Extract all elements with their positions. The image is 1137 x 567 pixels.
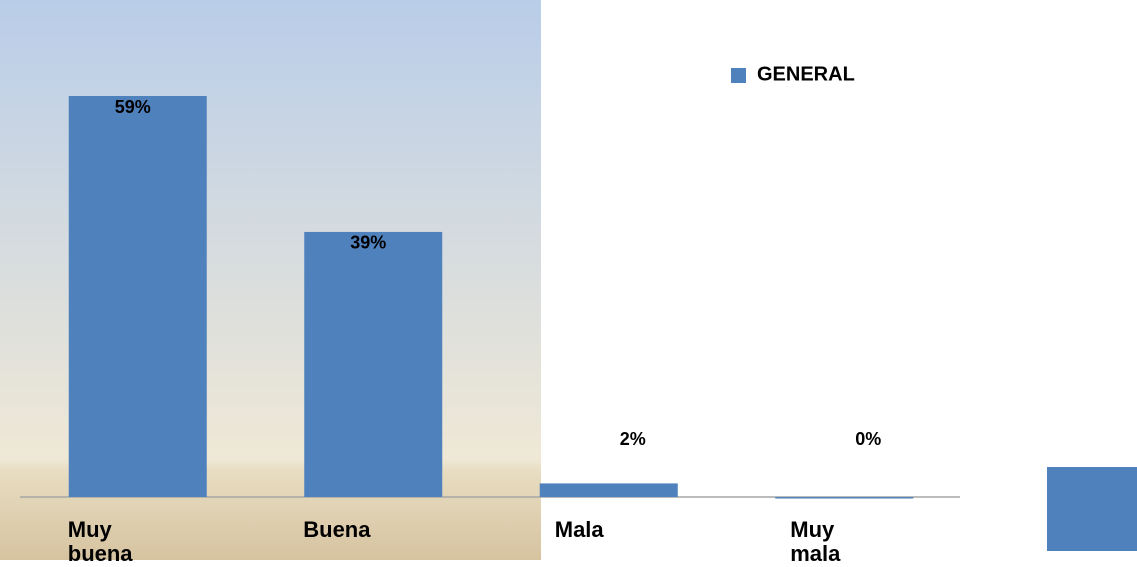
x-tick-label: Buena	[303, 517, 371, 542]
x-tick-label: Muy mala	[790, 517, 841, 566]
legend-swatch	[731, 68, 746, 83]
bar	[775, 497, 914, 499]
bar	[304, 231, 443, 498]
x-tick-label: Mala	[554, 517, 604, 542]
legend-label: GENERAL	[757, 63, 855, 85]
bar	[539, 483, 678, 497]
data-label: 2%	[620, 429, 646, 449]
data-label: 59%	[115, 97, 151, 117]
data-label: 39%	[350, 233, 386, 253]
data-label: 0%	[855, 429, 881, 449]
decor-square	[1047, 467, 1137, 551]
x-tick-label: Muy buena	[67, 517, 133, 566]
bar	[68, 96, 207, 497]
